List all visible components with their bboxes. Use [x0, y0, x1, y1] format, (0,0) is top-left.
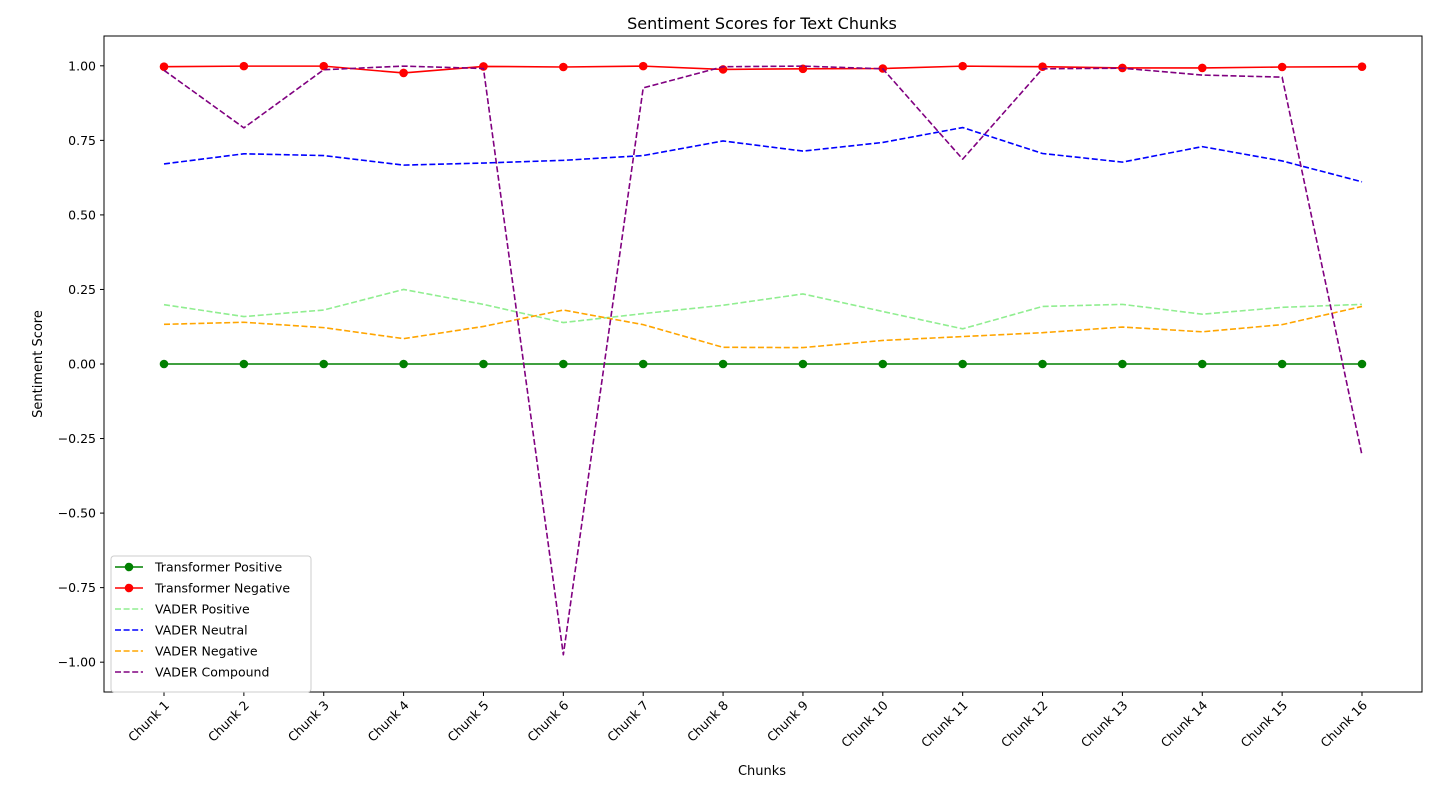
- series-line-transformer-negative: [163, 65, 1363, 74]
- data-point-transformer-negative: [159, 62, 169, 72]
- data-point-transformer-positive: [798, 359, 808, 369]
- y-tick-label: −0.25: [58, 431, 96, 446]
- legend-marker-transformer-positive: [124, 562, 134, 572]
- y-tick-label: 0.75: [68, 133, 96, 148]
- x-tick-label: Chunk 7: [604, 698, 651, 745]
- data-point-transformer-negative: [239, 61, 249, 71]
- y-tick-label: −1.00: [58, 655, 96, 670]
- data-point-transformer-positive: [1197, 359, 1207, 369]
- chart-title: Sentiment Scores for Text Chunks: [627, 14, 897, 33]
- data-point-transformer-negative: [319, 61, 329, 71]
- y-tick-label: −0.50: [58, 506, 96, 521]
- legend-label-vader-compound: VADER Compound: [155, 665, 269, 680]
- y-tick-label: 0.25: [68, 282, 96, 297]
- y-tick-label: 0.00: [68, 357, 96, 372]
- x-tick-label: Chunk 12: [998, 698, 1051, 751]
- data-point-transformer-positive: [559, 359, 568, 369]
- data-point-transformer-positive: [479, 359, 488, 369]
- x-tick-label: Chunk 9: [764, 697, 811, 744]
- legend-label-vader-positive: VADER Positive: [155, 602, 250, 617]
- x-tick-label: Chunk 15: [1237, 698, 1290, 751]
- data-point-transformer-negative: [1197, 63, 1207, 73]
- legend-frame: [110, 555, 312, 693]
- x-tick-label: Chunk 5: [444, 698, 491, 745]
- data-point-transformer-negative: [1277, 62, 1287, 72]
- x-tick-label: Chunk 1: [125, 698, 172, 745]
- data-point-transformer-positive: [638, 359, 648, 369]
- data-point-transformer-positive: [1038, 359, 1047, 369]
- legend-label-vader-neutral: VADER Neutral: [155, 623, 248, 638]
- legend-label-vader-negative: VADER Negative: [155, 644, 258, 659]
- x-axis-label: Chunks: [738, 764, 786, 779]
- y-tick-label: 0.50: [68, 207, 96, 222]
- x-tick-label: Chunk 13: [1078, 698, 1131, 751]
- data-point-transformer-positive: [239, 359, 249, 369]
- x-tick-label: Chunk 14: [1158, 697, 1211, 750]
- x-tick-label: Chunk 11: [918, 698, 971, 751]
- data-point-transformer-negative: [399, 68, 408, 78]
- data-point-transformer-negative: [638, 61, 648, 71]
- y-axis: −1.00 −0.75 −0.50 −0.25 0.00 0.25 0.50 0.75 1.00: [58, 58, 104, 670]
- x-tick-label: Chunk 3: [285, 698, 332, 745]
- data-point-transformer-positive: [958, 359, 967, 369]
- data-point-transformer-negative: [559, 62, 568, 72]
- legend: Transformer Positive Transformer Negative…: [110, 555, 312, 693]
- x-tick-label: Chunk 4: [365, 697, 412, 744]
- data-point-transformer-positive: [718, 359, 728, 369]
- x-tick-label: Chunk 2: [205, 698, 252, 745]
- legend-label-transformer-negative: Transformer Negative: [154, 581, 290, 596]
- x-tick-label: Chunk 8: [684, 697, 731, 744]
- series-line-vader-compound: [163, 65, 1363, 656]
- legend-marker-transformer-negative: [124, 583, 134, 593]
- data-point-transformer-positive: [878, 359, 888, 369]
- data-point-transformer-positive: [159, 359, 169, 369]
- data-point-transformer-positive: [1357, 359, 1367, 369]
- y-tick-label: −0.75: [58, 580, 96, 595]
- data-point-transformer-positive: [1277, 359, 1287, 369]
- data-point-transformer-negative: [958, 61, 967, 71]
- data-point-transformer-positive: [1118, 359, 1127, 369]
- plot-lines: [159, 61, 1367, 656]
- x-tick-label: Chunk 6: [524, 697, 571, 744]
- x-tick-label: Chunk 16: [1317, 697, 1370, 750]
- data-point-transformer-positive: [399, 359, 408, 369]
- legend-label-transformer-positive: Transformer Positive: [154, 560, 282, 575]
- series-line-vader-positive: [163, 288, 1363, 330]
- y-axis-label: Sentiment Score: [31, 310, 46, 418]
- x-tick-label: Chunk 10: [838, 697, 891, 750]
- data-point-transformer-negative: [1357, 62, 1367, 72]
- y-tick-label: 1.00: [68, 58, 96, 73]
- x-axis: Chunk 1 Chunk 2 Chunk 3 Chunk 4 Chunk 5 Chunk…: [125, 692, 1370, 750]
- series-line-vader-neutral: [163, 126, 1363, 183]
- data-point-transformer-positive: [319, 359, 329, 369]
- series-line-vader-negative: [163, 305, 1363, 349]
